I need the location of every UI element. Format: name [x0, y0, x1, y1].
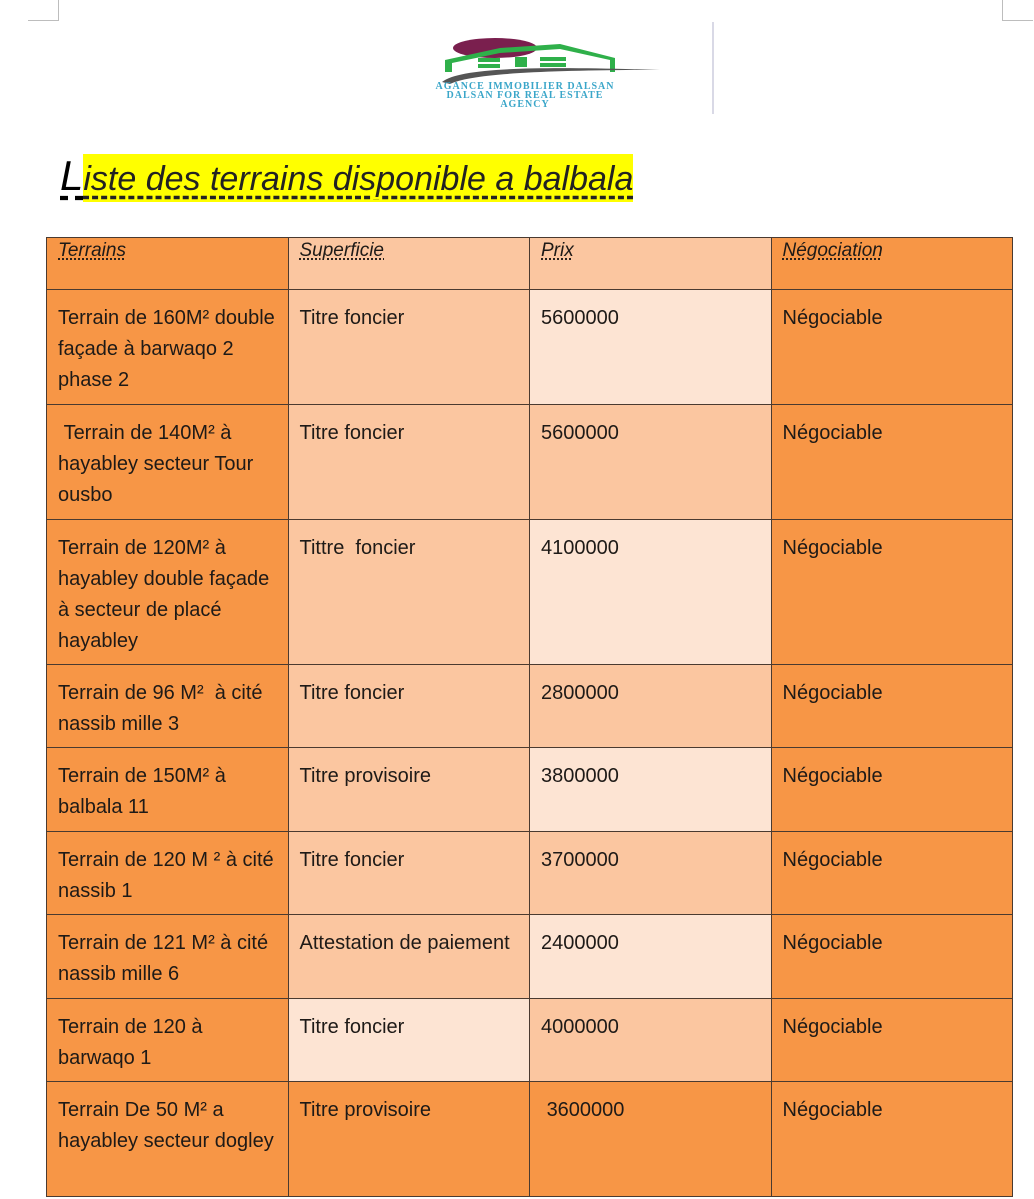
cell-superficie: Titre foncier — [287, 831, 530, 915]
cell-prix: 4000000 — [529, 998, 772, 1082]
table-row: Terrain de 120 à barwaqo 1 Titre foncier 4… — [46, 998, 1013, 1082]
table-row: Terrain De 50 M² a hayabley secteur dogl… — [46, 1081, 1013, 1197]
cell-superficie: Titre foncier — [287, 998, 530, 1082]
cell-terrain: Terrain De 50 M² a hayabley secteur dogl… — [46, 1081, 289, 1197]
cell-negociation: Négociable — [770, 831, 1013, 915]
cell-negociation: Négociable — [770, 289, 1013, 405]
cell-superficie: Titre provisoire — [287, 1081, 530, 1197]
cell-superficie: Tittre foncier — [287, 519, 530, 665]
column-header-label: Terrains — [58, 240, 126, 261]
logo-text: AGANCE IMMOBILIER DALSAN — [435, 81, 615, 92]
table-row: Terrain de 120 M ² à cité nassib 1 Titre … — [46, 831, 1013, 915]
cell-prix: 4100000 — [529, 519, 772, 665]
cell-superficie: Titre foncier — [287, 404, 530, 520]
page-corner-mark — [1002, 0, 1033, 21]
cell-terrain: Terrain de 150M² à balbala 11 — [46, 747, 289, 832]
cell-prix: 2800000 — [529, 664, 772, 748]
cell-terrain: Terrain de 160M² double façade à barwaqo… — [46, 289, 289, 405]
column-header-label: Négociation — [782, 240, 883, 261]
column-header-label: Superficie — [299, 240, 385, 261]
cell-terrain: Terrain de 96 M² à cité nassib mille 3 — [46, 664, 289, 748]
table-row: Terrain de 96 M² à cité nassib mille 3 Ti… — [46, 664, 1013, 748]
title-first-letter: L — [60, 152, 84, 199]
header-divider — [712, 22, 714, 114]
cell-prix: 2400000 — [529, 914, 772, 999]
cell-superficie: Attestation de paiement — [287, 914, 530, 999]
cell-negociation: Négociable — [770, 404, 1013, 520]
logo-text: DALSAN FOR REAL ESTATE — [446, 90, 604, 101]
cell-negociation: Négociable — [770, 998, 1013, 1082]
cell-prix: 3800000 — [529, 747, 772, 832]
column-header-superficie: Superficie — [287, 237, 530, 290]
cell-prix: 3600000 — [529, 1081, 772, 1197]
table-header-row: Terrains Superficie Prix Négociation — [46, 237, 1013, 290]
cell-prix: 5600000 — [529, 289, 772, 405]
cell-terrain: Terrain de 121 M² à cité nassib mille 6 — [46, 914, 289, 999]
column-header-negociation: Négociation — [770, 237, 1013, 290]
table-row: Terrain de 140M² à hayabley secteur Tour… — [46, 404, 1013, 520]
cell-terrain: Terrain de 140M² à hayabley secteur Tour… — [46, 404, 289, 520]
cell-terrain: Terrain de 120 M ² à cité nassib 1 — [46, 831, 289, 915]
cell-prix: 3700000 — [529, 831, 772, 915]
column-header-prix: Prix — [529, 237, 772, 290]
page-title: Liste des terrains disponible a balbala — [60, 152, 634, 202]
logo-text: AGENCY — [500, 99, 550, 110]
cell-superficie: Titre foncier — [287, 664, 530, 748]
agency-logo: AGANCE IMMOBILIER DALSAN DALSAN FOR REAL… — [360, 36, 690, 112]
table-row: Terrain de 120M² à hayabley double façad… — [46, 519, 1013, 665]
cell-negociation: Négociable — [770, 747, 1013, 832]
cell-terrain: Terrain de 120 à barwaqo 1 — [46, 998, 289, 1082]
cell-negociation: Négociable — [770, 664, 1013, 748]
land-listing-table: Terrains Superficie Prix Négociation Terrai… — [46, 237, 1013, 1197]
table-row: Terrain de 150M² à balbala 11 Titre provi… — [46, 747, 1013, 832]
column-header-label: Prix — [541, 240, 574, 261]
title-text: iste des terrains disponible a balbala — [83, 154, 634, 202]
column-header-terrain: Terrains — [46, 237, 289, 290]
table-row: Terrain de 160M² double façade à barwaqo… — [46, 289, 1013, 405]
cell-negociation: Négociable — [770, 914, 1013, 999]
cell-prix: 5600000 — [529, 404, 772, 520]
cell-terrain: Terrain de 120M² à hayabley double façad… — [46, 519, 289, 665]
cell-superficie: Titre provisoire — [287, 747, 530, 832]
cell-negociation: Négociable — [770, 519, 1013, 665]
house-logo-icon — [442, 38, 660, 84]
page-corner-mark — [28, 0, 59, 21]
cell-superficie: Titre foncier — [287, 289, 530, 405]
cell-negociation: Négociable — [770, 1081, 1013, 1197]
